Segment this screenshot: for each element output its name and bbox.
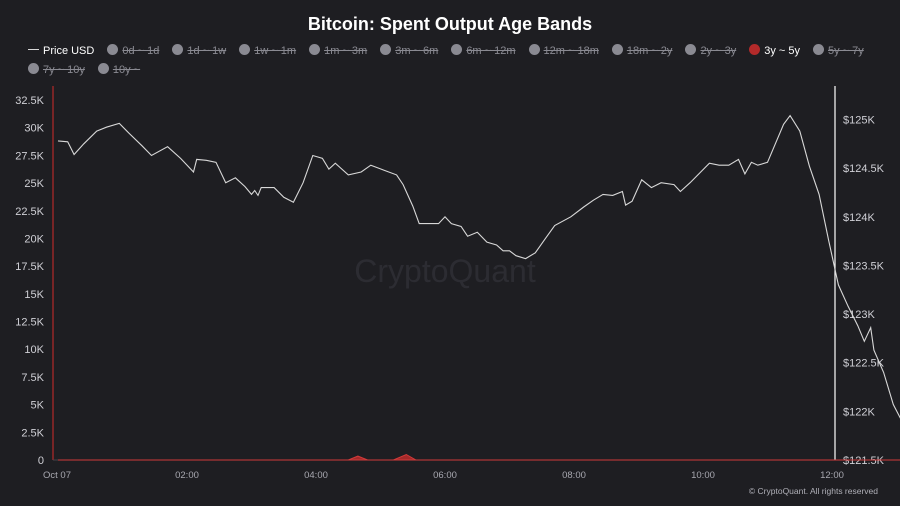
- legend-label: 7y ~ 10y: [43, 64, 85, 76]
- legend-dot-marker: [107, 44, 119, 55]
- left-tick-label: 20K: [24, 233, 44, 245]
- legend-item-13[interactable]: 10y ~: [97, 61, 141, 80]
- x-tick-label: 10:00: [691, 470, 715, 481]
- legend-item-4[interactable]: 1m ~ 3m: [309, 42, 367, 61]
- legend-label: 6m ~ 12m: [466, 45, 516, 57]
- legend-dot-marker: [451, 44, 463, 55]
- legend-item-12[interactable]: 7y ~ 10y: [28, 61, 85, 80]
- legend-item-6[interactable]: 6m ~ 12m: [451, 42, 516, 61]
- legend-item-11[interactable]: 5y ~ 7y: [813, 42, 864, 61]
- right-tick-label: $122K: [843, 406, 875, 418]
- legend-item-7[interactable]: 12m ~ 18m: [528, 42, 599, 61]
- right-tick-label: $121.5K: [843, 455, 885, 467]
- legend-item-2[interactable]: 1d ~ 1w: [172, 42, 226, 61]
- left-tick-label: 17.5K: [15, 261, 44, 273]
- left-tick-label: 22.5K: [15, 206, 44, 218]
- right-tick-label: $124K: [843, 212, 875, 224]
- left-tick-label: 30K: [24, 123, 44, 135]
- legend-line-marker: [28, 49, 39, 50]
- legend-dot-marker: [380, 44, 392, 55]
- x-tick-label: 12:00: [820, 470, 844, 481]
- x-tick-label: 06:00: [433, 470, 457, 481]
- legend-label: 1d ~ 1w: [187, 45, 227, 57]
- left-tick-label: 15K: [24, 289, 44, 301]
- left-tick-label: 12.5K: [15, 317, 44, 329]
- legend-label: 10y ~: [112, 64, 141, 76]
- legend-dot-marker: [528, 44, 540, 55]
- chart-legend: Price USD 0d ~ 1d 1d ~ 1w 1w ~ 1m 1m ~ 3m 3m …: [28, 42, 888, 80]
- right-tick-label: $125K: [843, 114, 875, 126]
- watermark: CryptoQuant: [354, 253, 536, 289]
- legend-label: 1m ~ 3m: [324, 45, 368, 57]
- legend-label: 2y ~ 3y: [700, 45, 737, 57]
- left-tick-label: 0: [38, 455, 44, 467]
- right-tick-label: $123K: [843, 309, 875, 321]
- left-tick-label: 10K: [24, 344, 44, 356]
- area-series-3y-5y: [58, 453, 900, 461]
- legend-dot-marker: [309, 44, 321, 55]
- legend-dot-marker: [685, 44, 697, 55]
- price-usd-line: [57, 114, 900, 419]
- left-tick-label: 5K: [31, 400, 45, 412]
- legend-dot-marker: [172, 44, 184, 55]
- legend-label: 12m ~ 18m: [543, 45, 599, 57]
- legend-dot-marker: [28, 63, 39, 74]
- x-tick-label: Oct 07: [43, 470, 71, 481]
- legend-label: 18m ~ 2y: [626, 45, 673, 57]
- legend-label: Price USD: [43, 45, 95, 57]
- legend-item-5[interactable]: 3m ~ 6m: [380, 42, 438, 61]
- x-tick-label: 04:00: [304, 470, 328, 481]
- legend-label: 1w ~ 1m: [254, 45, 297, 57]
- legend-dot-marker: [97, 63, 109, 74]
- left-tick-label: 27.5K: [15, 150, 44, 162]
- copyright-text: © CryptoQuant. All rights reserved: [748, 486, 878, 496]
- legend-item-0[interactable]: Price USD: [28, 42, 94, 61]
- left-tick-label: 32.5K: [15, 95, 44, 107]
- legend-label: 0d ~ 1d: [122, 45, 160, 57]
- legend-item-10[interactable]: 3y ~ 5y: [749, 42, 800, 61]
- legend-item-9[interactable]: 2y ~ 3y: [685, 42, 736, 61]
- left-tick-label: 7.5K: [21, 372, 44, 384]
- right-tick-label: $122.5K: [843, 358, 885, 370]
- chart-title: Bitcoin: Spent Output Age Bands: [307, 14, 593, 34]
- left-tick-label: 25K: [24, 178, 44, 190]
- right-tick-label: $124.5K: [843, 163, 885, 175]
- legend-item-3[interactable]: 1w ~ 1m: [239, 42, 296, 61]
- legend-label: 3y ~ 5y: [764, 45, 800, 57]
- right-tick-label: $123.5K: [843, 260, 885, 272]
- legend-label: 3m ~ 6m: [395, 45, 439, 57]
- legend-dot-marker: [239, 44, 251, 55]
- legend-dot-marker: [813, 44, 824, 55]
- legend-dot-marker: [749, 44, 761, 55]
- legend-label: 5y ~ 7y: [828, 45, 864, 57]
- legend-dot-marker: [611, 44, 623, 55]
- legend-item-8[interactable]: 18m ~ 2y: [611, 42, 673, 61]
- left-tick-label: 2.5K: [21, 427, 44, 439]
- x-tick-label: 08:00: [562, 470, 586, 481]
- x-tick-label: 02:00: [175, 470, 199, 481]
- legend-item-1[interactable]: 0d ~ 1d: [107, 42, 159, 61]
